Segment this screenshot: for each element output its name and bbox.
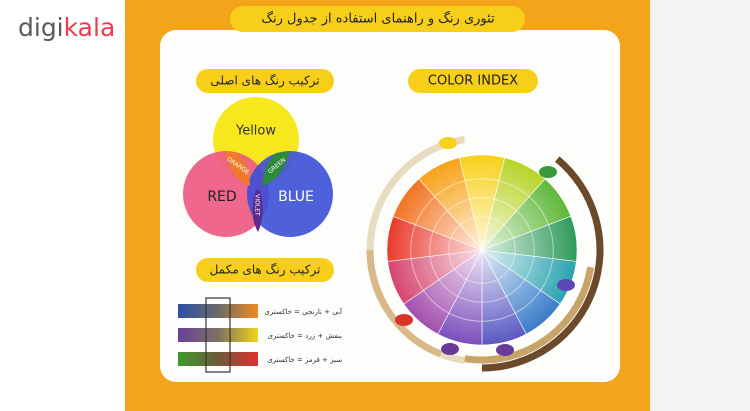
logo-digi: digi [18, 13, 64, 42]
mix-label: بنفش + زرد = خاکستری [267, 332, 342, 340]
green-lens [262, 151, 290, 186]
wheel-fade [387, 155, 577, 345]
mix-bar [178, 304, 258, 318]
mix-bar [178, 328, 258, 342]
mix-bar [178, 352, 258, 366]
mix-label: آبی + نارنجی = خاکستری [264, 307, 343, 316]
heading-pill [196, 69, 334, 93]
index-arc [481, 156, 604, 372]
venn [183, 97, 333, 237]
heading-pill [408, 69, 538, 93]
venn-label: Yellow [235, 124, 276, 139]
index-arc [366, 249, 443, 358]
logo-kala: kala [64, 13, 116, 42]
venn-label: RED [207, 189, 236, 205]
orange-lens [225, 151, 250, 186]
index-arc [464, 266, 595, 364]
swatch [496, 344, 514, 356]
heading: COLOR INDEX [428, 74, 518, 89]
title-pill [230, 6, 525, 32]
background [650, 0, 750, 411]
swatch [395, 314, 413, 326]
swatch [439, 137, 457, 149]
swatch [557, 279, 575, 291]
heading: ترکیب رنگ های مکمل [210, 263, 321, 278]
color-wheel [366, 135, 604, 372]
mix-label: سبز + قرمز = خاکستری [267, 356, 342, 364]
venn-label: BLUE [278, 189, 314, 205]
title: تئوری رنگ و راهنمای استفاده از جدول رنگ [261, 11, 495, 27]
swatch [539, 166, 557, 178]
violet-lens [252, 190, 263, 232]
swatch [441, 343, 459, 355]
logo: digikala [18, 13, 115, 42]
heading: ترکیب رنگ های اصلی [210, 74, 319, 89]
heading-pill [196, 258, 334, 282]
mix-frame [205, 297, 231, 373]
venn-label: VIOLET [254, 194, 261, 216]
